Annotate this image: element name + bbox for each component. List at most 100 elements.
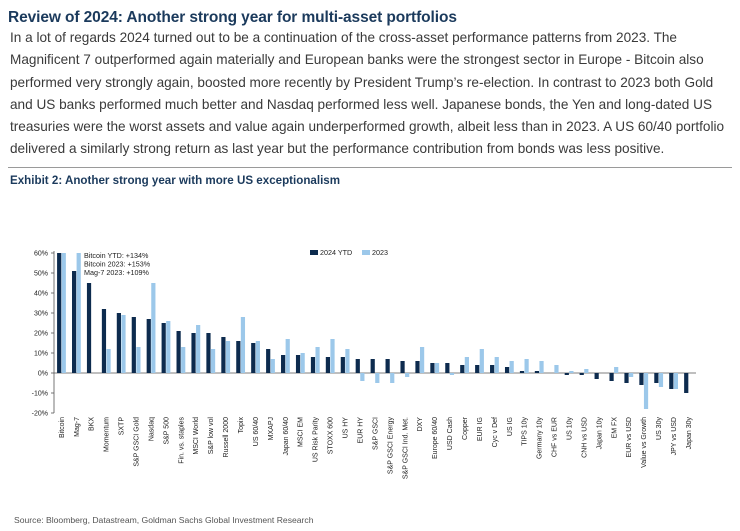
- x-tick-label: S&P GSCI Gold: [134, 417, 141, 467]
- bar-2024: [684, 373, 689, 393]
- x-tick-label: DXY: [417, 417, 424, 432]
- bar-2023: [345, 349, 350, 373]
- bar-2024: [236, 341, 241, 373]
- divider: [8, 166, 732, 168]
- bar-2024: [579, 373, 584, 375]
- y-tick-label: 0%: [38, 371, 48, 378]
- x-tick-label: Germany 10y: [537, 417, 544, 460]
- x-tick-label: CNH vs USD: [581, 417, 588, 458]
- bar-2023: [524, 359, 529, 373]
- x-tick-label: S&P GSCI Energy: [387, 417, 394, 475]
- bar-2023: [405, 373, 410, 377]
- x-tick-label: EUR vs USD: [626, 417, 633, 457]
- x-tick-label: US 10y: [566, 417, 573, 440]
- chart-annotation: Mag-7 2023: +109%: [84, 268, 150, 277]
- bar-2024: [116, 313, 121, 373]
- bar-2023: [509, 361, 514, 373]
- bar-2023: [106, 349, 111, 373]
- x-tick-label: Fin. vs. staples: [178, 417, 185, 464]
- bar-2024: [594, 373, 599, 379]
- bar-2024: [669, 373, 674, 389]
- bar-chart: -20% -10% 0% 10% 20% 30% 40% 50% 60% Bitcoin Mag-7…: [32, 248, 696, 479]
- body-text: In a lot of regards 2024 turned out to b…: [10, 30, 725, 157]
- x-tick-label: MSCI World: [193, 417, 200, 455]
- bar-2024: [86, 283, 92, 373]
- bar-2023: [270, 359, 275, 373]
- chart-container: -20% -10% 0% 10% 20% 30% 40% 50% 60% Bitcoin Mag-7…: [20, 240, 726, 508]
- bar-2024: [609, 373, 614, 381]
- bar-2023: [240, 317, 246, 373]
- y-tick-label: 40%: [34, 291, 48, 298]
- chart-annotation: Bitcoin 2023: +153%: [84, 259, 151, 268]
- bar-2024: [400, 361, 405, 373]
- bar-2024: [624, 373, 629, 383]
- bar-2023: [494, 357, 499, 373]
- bar-2023: [225, 341, 231, 373]
- bar-2023: [330, 339, 335, 373]
- bar-2024: [295, 355, 301, 373]
- bar-2023: [210, 349, 216, 373]
- x-tick-label: US Risk Parity: [313, 417, 320, 463]
- bar-2024: [475, 365, 480, 373]
- bar-2023: [375, 373, 380, 383]
- bar-2023: [61, 253, 66, 373]
- bar-2023: [554, 365, 559, 373]
- legend-label: 2024 YTD: [320, 248, 352, 257]
- bar-2023: [479, 349, 484, 373]
- bar-2023: [464, 357, 469, 373]
- x-tick-label: US 60/40: [253, 417, 260, 446]
- y-tick-label: -10%: [32, 391, 48, 398]
- x-tick-label: Cyc v Def: [492, 417, 499, 447]
- bar-2024: [101, 309, 107, 373]
- x-tick-label: Topix: [238, 417, 245, 434]
- bar-2024: [654, 373, 659, 383]
- bar-2023: [300, 353, 305, 373]
- bar-2023: [166, 321, 171, 373]
- x-tick-label: BKX: [89, 417, 96, 431]
- x-tick-label: Russell 2000: [223, 417, 230, 458]
- source-note: Source: Bloomberg, Datastream, Goldman S…: [14, 515, 314, 525]
- bar-2024: [72, 271, 77, 373]
- y-tick-label: -20%: [32, 411, 48, 418]
- x-tick-label: MSCI EM: [298, 417, 305, 447]
- bar-2023: [360, 373, 365, 381]
- x-tick-label: Mag-7: [74, 417, 81, 437]
- x-tick-label: Japan 10y: [596, 417, 603, 450]
- bar-2024: [281, 355, 286, 373]
- bar-2023: [449, 373, 455, 375]
- bar-2024: [639, 373, 644, 385]
- bar-2023: [584, 369, 589, 373]
- x-tick-label: S&P 500: [163, 417, 170, 445]
- x-tick-label: EUR HY: [357, 417, 364, 444]
- x-tick-label: Japan 60/40: [283, 417, 290, 456]
- x-tick-label: TIPS 10y: [522, 417, 529, 446]
- bar-2024: [415, 361, 420, 373]
- x-tick-label: SXTP: [119, 417, 126, 436]
- y-tick-label: 60%: [34, 251, 48, 258]
- bar-2023: [136, 347, 141, 373]
- bar-2023: [76, 253, 81, 373]
- bar-2023: [121, 315, 126, 373]
- x-tick-label: US IG: [507, 417, 514, 436]
- headline: Review of 2024: Another strong year for …: [8, 9, 457, 26]
- x-tick-label: Copper: [462, 416, 469, 440]
- bar-2023: [419, 347, 425, 373]
- x-tick-label: US HY: [343, 417, 350, 439]
- legend-swatch: [362, 250, 370, 255]
- bar-2024: [430, 363, 435, 373]
- y-tick-label: 30%: [34, 311, 48, 318]
- bar-2023: [181, 347, 186, 373]
- bar-2024: [161, 323, 166, 373]
- bar-2024: [266, 349, 271, 373]
- bar-2024: [370, 359, 375, 373]
- bar-2024: [445, 363, 450, 373]
- x-tick-label: MXAPJ: [268, 417, 275, 440]
- x-tick-label: Momentum: [104, 417, 111, 452]
- x-tick-label: JPY vs USD: [671, 417, 678, 455]
- legend-label: 2023: [372, 248, 388, 257]
- bar-2024: [534, 371, 540, 373]
- bar-2024: [57, 253, 62, 373]
- x-tick-label: Japan 30y: [686, 417, 693, 450]
- x-tick-label: USD Cash: [447, 417, 454, 450]
